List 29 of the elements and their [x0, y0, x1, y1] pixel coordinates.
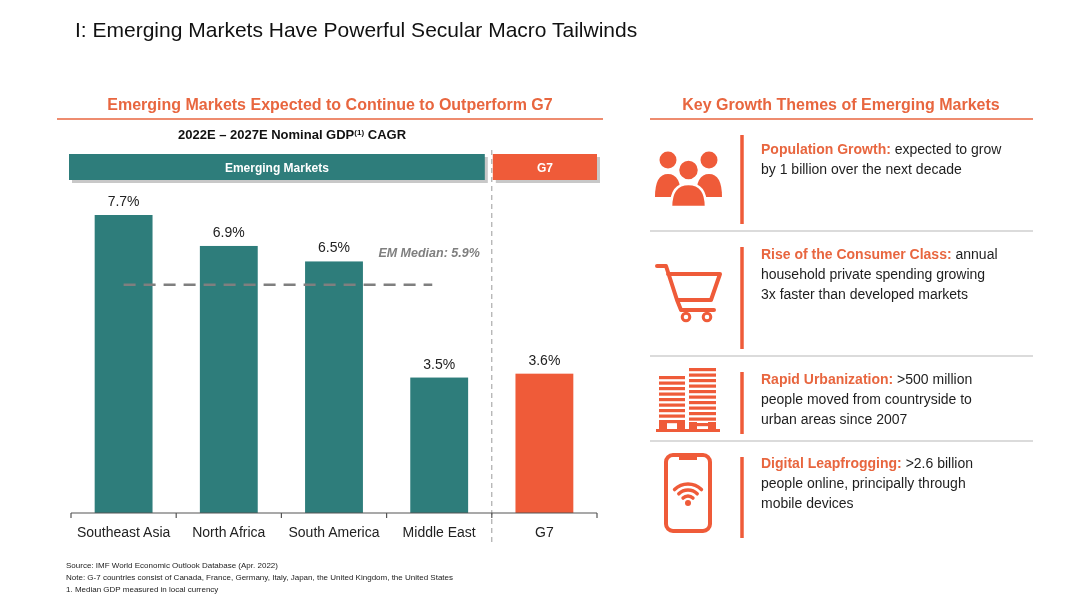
bar [199, 245, 258, 513]
chart-title: Emerging Markets Expected to Continue to Outperform G7 [107, 96, 553, 113]
ref-line-label: EM Median: 5.9% [378, 245, 480, 260]
x-tick-label: Southeast Asia [76, 524, 171, 540]
x-tick-label: South America [288, 524, 380, 540]
text: Note: G-7 countries consist of Canada, France, Germany, Italy, Japan, the United Kingdom, the United States [66, 573, 454, 582]
data-label: 3.6% [528, 351, 561, 368]
data-label: 3.5% [423, 355, 456, 372]
source-note: Source: IMF World Economic Outlook Database (Apr. 2022) [66, 561, 279, 570]
x-tick-label: Middle East [402, 524, 476, 540]
data-label: 7.7% [107, 193, 140, 209]
text: 1. Median GDP measured in local currency [66, 585, 219, 594]
text: G7 [536, 160, 554, 175]
bar [94, 215, 153, 513]
text: Rapid Urbanization: >500 million people moved from countryside to urban areas since 2007 [761, 371, 973, 427]
data-label: 6.5% [318, 239, 350, 256]
text: Emerging Markets [224, 160, 330, 175]
text: Rise of the Consumer Class: annual household private spending growing 3x faster than developed markets [761, 246, 998, 302]
data-label: 6.9% [212, 223, 245, 240]
text: Population Growth: expected to grow by 1 billion over the next decade [761, 141, 1003, 177]
chart-subtitle: 2022E – 2027E Nominal GDP$^{(1)}$ CAGR [177, 127, 407, 142]
bar [410, 377, 469, 513]
bar [515, 373, 574, 513]
text: Digital Leapfrogging: >2.6 billion people online, principally through mobile devices [761, 455, 973, 511]
x-tick-label: G7 [535, 524, 554, 540]
text: I: Emerging Markets Have Powerful Secular Macro Tailwinds [75, 18, 638, 41]
x-tick-label: North Africa [192, 524, 266, 540]
text: Key Growth Themes of Emerging Markets [682, 96, 1000, 113]
bar [305, 261, 363, 513]
